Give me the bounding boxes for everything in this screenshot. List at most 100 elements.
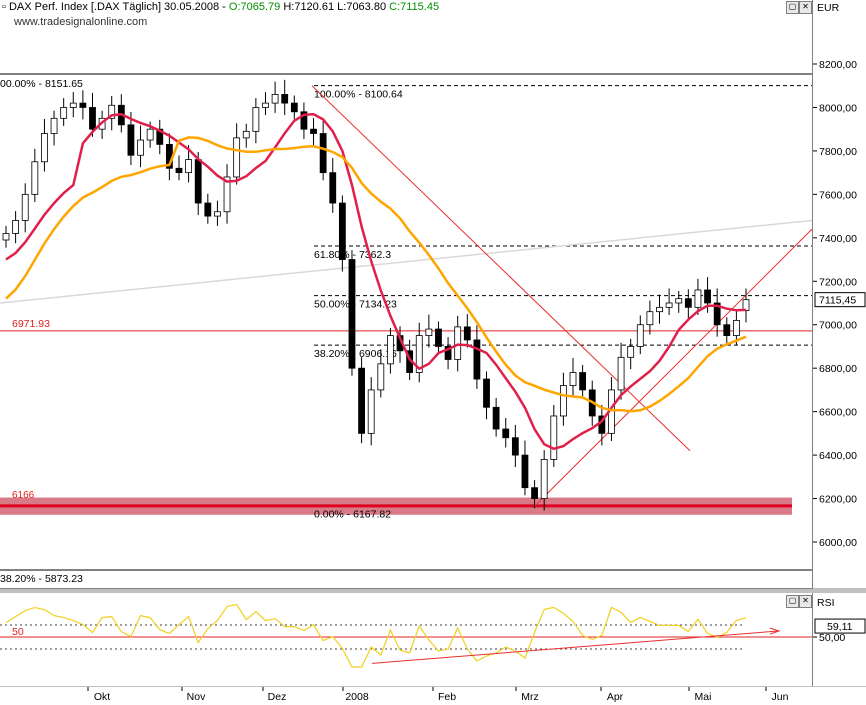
fib-50-label: 50.00% - 7134.23	[314, 299, 397, 311]
price-tick-label: 8200,00	[819, 59, 857, 71]
candle-body	[146, 128, 154, 141]
time-axis-labels: Okt Nov Dez 2008 Feb Mrz Apr Mai Jun	[87, 687, 789, 703]
candle-body	[319, 133, 327, 174]
low-value: L:7063.80	[334, 1, 387, 13]
candle-body	[175, 167, 183, 174]
price-tick-label: 7200,00	[819, 276, 857, 288]
candle-body	[511, 437, 519, 456]
candle-body	[694, 289, 702, 308]
candle-body	[329, 172, 337, 204]
price-tick-label: 6600,00	[819, 407, 857, 419]
candle-body	[358, 367, 365, 434]
time-label: Apr	[607, 691, 624, 703]
candle-body	[204, 202, 212, 217]
candle-body	[579, 372, 587, 391]
candle-body	[2, 233, 10, 241]
candle-body	[69, 102, 77, 108]
candle-body	[387, 335, 394, 365]
header-icon: ▫	[2, 1, 6, 13]
candle-body	[156, 128, 164, 145]
price-tick-label: 6200,00	[819, 494, 857, 506]
up-trend-line	[534, 228, 812, 507]
candle-body	[348, 259, 356, 369]
minimize-icon[interactable]: ▢	[786, 1, 799, 14]
candle-body	[569, 372, 577, 386]
chart-header: ▫ DAX Perf. Index [.DAX Täglich] 30.05.2…	[2, 1, 439, 13]
candle-body	[367, 389, 375, 434]
price-chart: 6166 100.00% - 8100.64 61.80% - 7362.3 50.0…	[0, 73, 812, 585]
candle-body	[435, 328, 442, 347]
rsi-value-label: 59,11	[827, 621, 853, 633]
candle-body	[108, 104, 116, 119]
candle-body	[41, 133, 48, 163]
rsi-trend-line	[371, 630, 779, 664]
open-value: O:7065.79	[228, 1, 281, 13]
price-axis: EUR 8200,00 8000,00 7800,00 7600,00 7400,00 72…	[813, 0, 866, 588]
candle-body	[223, 176, 231, 213]
last-price-box	[814, 292, 866, 308]
time-label: Okt	[94, 691, 110, 703]
ma-fast-line	[5, 112, 747, 451]
candle-body	[271, 94, 279, 104]
candle-body	[656, 306, 663, 313]
candle-body	[483, 378, 490, 408]
fib-382-label: 38.20% - 6906.16	[314, 348, 397, 360]
time-label: Nov	[187, 691, 206, 703]
candle-body	[560, 385, 567, 417]
rsi-panel[interactable]: 50 ▢ ✕	[0, 593, 813, 686]
time-label: 2008	[345, 691, 369, 703]
price-tick-label: 8000,00	[819, 102, 857, 114]
rsi-minimize-icon[interactable]: ▢	[786, 595, 799, 608]
candle-body	[79, 102, 87, 108]
fib-618-label: 61.80% - 7362.3	[314, 249, 391, 261]
candle-body	[300, 111, 308, 130]
rsi-value-box	[814, 618, 866, 634]
time-label: Jun	[772, 691, 789, 703]
candle-body	[338, 202, 346, 260]
candle-body	[531, 487, 538, 499]
rsi-close-icon[interactable]: ✕	[799, 595, 812, 608]
time-label: Feb	[438, 691, 456, 703]
price-tick-label: 7400,00	[819, 233, 857, 245]
candle-body	[704, 289, 711, 304]
rsi-axis: RSI 59,11 50,00	[813, 593, 866, 686]
price-axis-unit: EUR	[817, 2, 840, 14]
candle-body	[60, 107, 68, 119]
price-tick-label: 7800,00	[819, 146, 857, 158]
candle-body	[636, 324, 644, 347]
candle-body	[194, 159, 202, 204]
candle-body	[646, 311, 654, 326]
close-icon[interactable]: ✕	[799, 1, 812, 14]
candle-body	[214, 211, 221, 217]
fib-100-label: 100.00% - 8100.64	[314, 89, 403, 101]
price-tick-label: 6000,00	[819, 537, 857, 549]
candle-body	[492, 406, 500, 430]
price-tick-label: 7000,00	[819, 320, 857, 332]
last-price-label: 7115,45	[819, 295, 856, 307]
rsi-axis-title: RSI	[817, 597, 835, 609]
support-label-6971: 6971.93	[12, 318, 50, 330]
candle-body	[127, 124, 135, 156]
candle-body	[415, 335, 423, 373]
long-trend-line	[0, 219, 812, 304]
candle-body	[444, 346, 452, 360]
instrument-label: DAX Perf. Index [.DAX Täglich] 30.05.200…	[8, 1, 229, 13]
candle-body	[617, 356, 625, 391]
bottom-fib-label: 38.20% - 5873.23	[0, 573, 83, 585]
candle-body	[31, 161, 39, 195]
rsi-chart: 50	[0, 603, 812, 668]
candle-body	[684, 298, 692, 308]
candle-body	[242, 130, 250, 139]
candle-body	[89, 107, 96, 130]
close-value: C:7115.45	[386, 1, 440, 13]
rsi-trend-arrow-icon	[769, 627, 781, 635]
candle-body	[281, 94, 289, 104]
candle-body	[473, 339, 481, 380]
price-tick-label: 6400,00	[819, 450, 857, 462]
time-label: Mrz	[521, 691, 539, 703]
support-label-6166: 6166	[12, 490, 35, 501]
price-chart-panel[interactable]: 6166 100.00% - 8100.64 61.80% - 7362.3 50.0…	[0, 0, 813, 589]
high-value: H:7120.61	[280, 1, 335, 13]
candle-body	[723, 324, 731, 336]
